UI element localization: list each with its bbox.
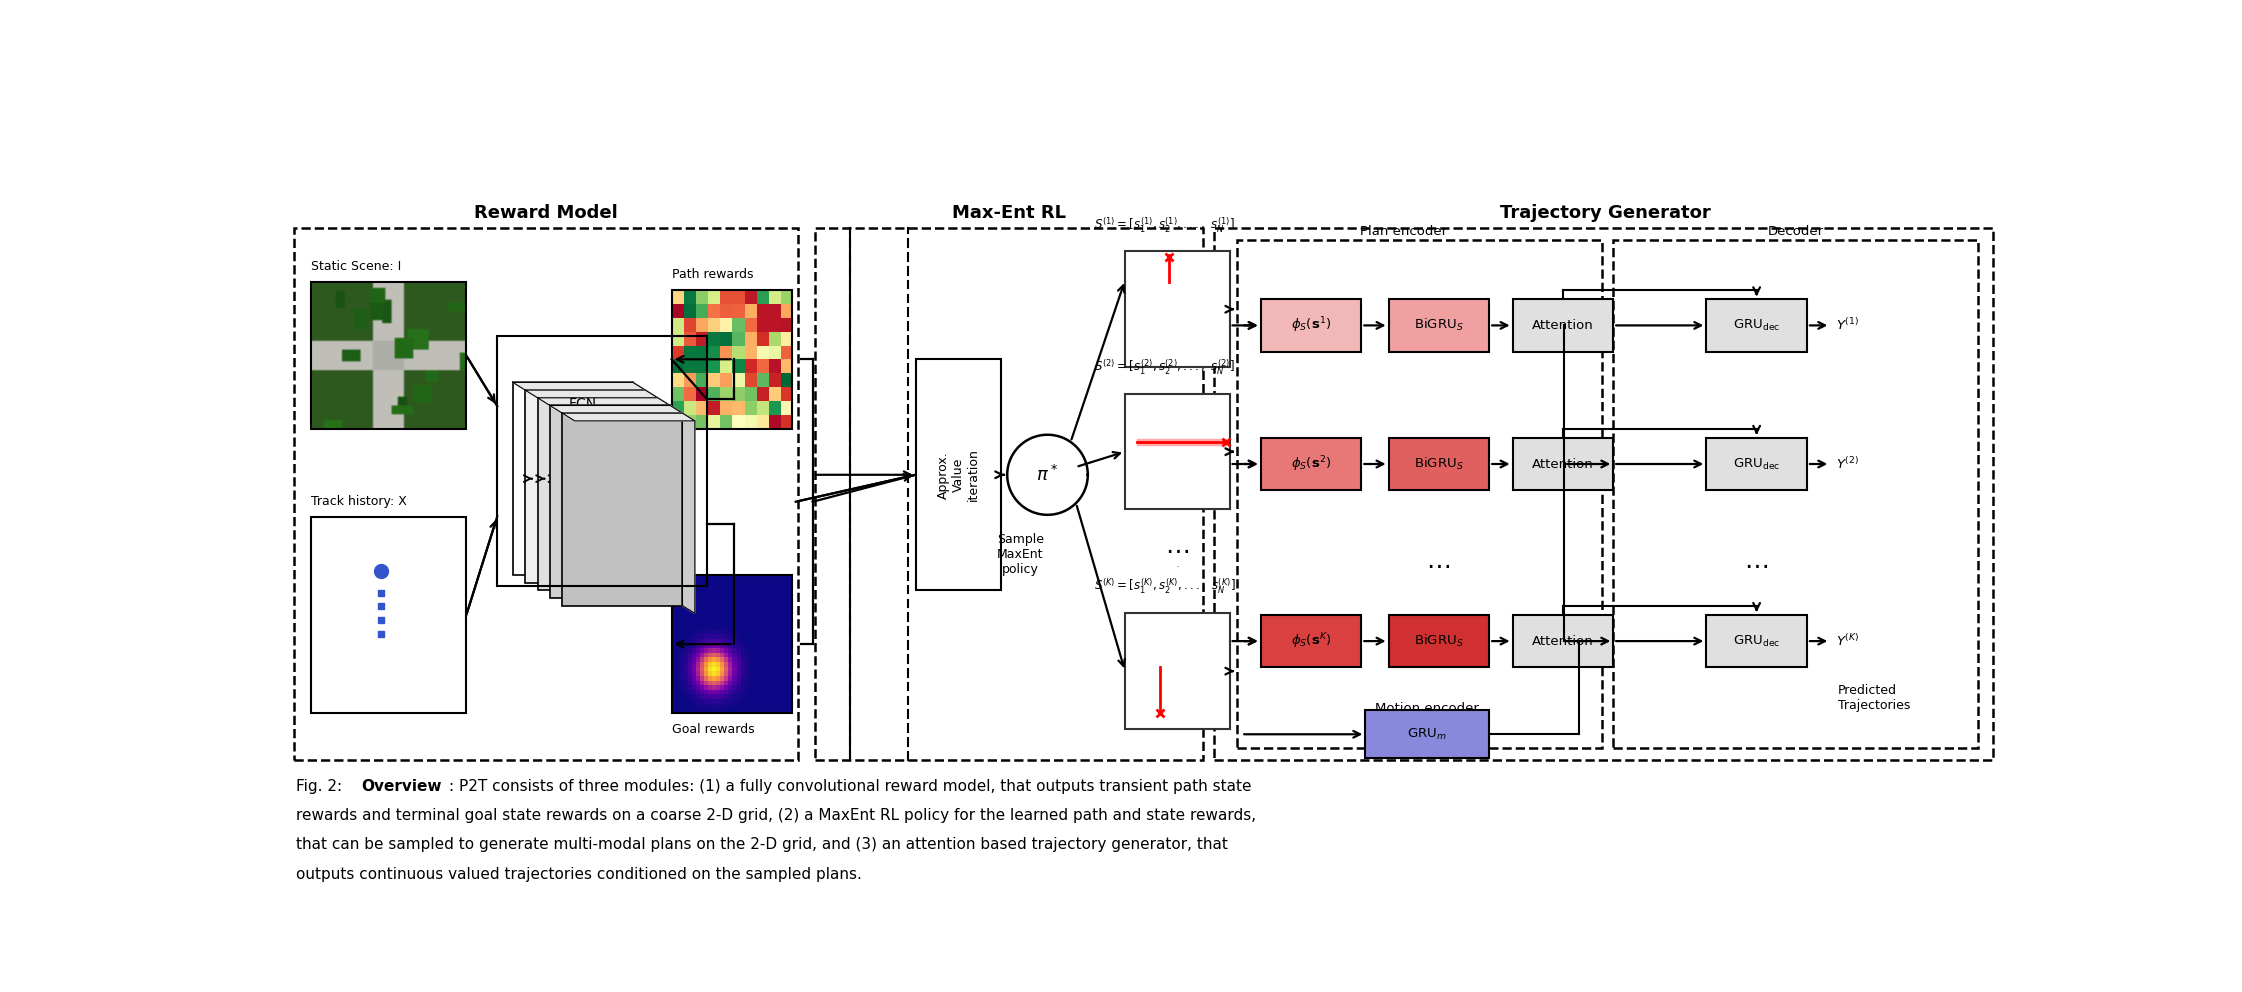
- Polygon shape: [632, 382, 646, 582]
- Bar: [1125, 252, 1229, 367]
- Text: $S^{(1)} = [s_1^{(1)}, s_2^{(1)}, ...,\ s_N^{(1)}]$: $S^{(1)} = [s_1^{(1)}, s_2^{(1)}, ...,\ …: [1094, 215, 1235, 234]
- Bar: [915, 359, 1000, 590]
- Text: ⋯: ⋯: [1744, 556, 1769, 579]
- Bar: [294, 228, 798, 760]
- Text: Attention: Attention: [1531, 457, 1594, 470]
- Polygon shape: [1007, 434, 1087, 515]
- Text: Sample
MaxEnt
policy: Sample MaxEnt policy: [998, 533, 1045, 575]
- Bar: [1513, 615, 1614, 668]
- Text: $\phi_S(\mathbf{s}^K)$: $\phi_S(\mathbf{s}^K)$: [1291, 631, 1332, 651]
- Bar: [498, 336, 706, 586]
- Text: $\phi_S(\mathbf{s}^2)$: $\phi_S(\mathbf{s}^2)$: [1291, 454, 1332, 474]
- Bar: [1215, 228, 1993, 760]
- Polygon shape: [563, 414, 695, 421]
- Bar: [673, 575, 791, 713]
- Bar: [1513, 300, 1614, 351]
- Text: GRU$_{\rm dec}$: GRU$_{\rm dec}$: [1733, 634, 1780, 649]
- Text: that can be sampled to generate multi-modal plans on the 2-D grid, and (3) an at: that can be sampled to generate multi-mo…: [296, 837, 1229, 852]
- Text: Motion encoder: Motion encoder: [1374, 702, 1480, 715]
- Text: Predicted
Trajectories: Predicted Trajectories: [1838, 684, 1910, 712]
- Bar: [1125, 613, 1229, 729]
- Text: BiGRU$_S$: BiGRU$_S$: [1415, 456, 1464, 472]
- Bar: [549, 406, 670, 598]
- Bar: [1614, 240, 1977, 748]
- Polygon shape: [670, 406, 682, 606]
- Text: rewards and terminal goal state rewards on a coarse 2-D grid, (2) a MaxEnt RL po: rewards and terminal goal state rewards …: [296, 808, 1256, 823]
- Polygon shape: [657, 398, 670, 598]
- Text: Fig. 2:: Fig. 2:: [296, 779, 341, 794]
- Text: Plan encoder: Plan encoder: [1361, 224, 1448, 238]
- Text: $\phi_S(\mathbf{s}^1)$: $\phi_S(\mathbf{s}^1)$: [1291, 315, 1332, 335]
- Polygon shape: [646, 390, 657, 590]
- Text: Path rewards: Path rewards: [673, 268, 753, 281]
- Bar: [312, 283, 466, 429]
- Bar: [525, 390, 646, 582]
- Bar: [1388, 615, 1489, 668]
- Polygon shape: [525, 390, 657, 398]
- Text: $\pi^*$: $\pi^*$: [1036, 464, 1058, 485]
- Text: Trajectory Generator: Trajectory Generator: [1500, 204, 1711, 222]
- Text: $S^{(2)} = [s_1^{(2)}, s_2^{(2)}, ...,\ s_N^{(2)}]$: $S^{(2)} = [s_1^{(2)}, s_2^{(2)}, ...,\ …: [1094, 357, 1235, 377]
- Text: outputs continuous valued trajectories conditioned on the sampled plans.: outputs continuous valued trajectories c…: [296, 867, 861, 882]
- Bar: [1388, 437, 1489, 490]
- Text: $S^{(K)} = [s_1^{(K)}, s_2^{(K)}, ...,\ s_N^{(K)}]$: $S^{(K)} = [s_1^{(K)}, s_2^{(K)}, ...,\ …: [1094, 577, 1235, 596]
- Bar: [1388, 300, 1489, 351]
- Bar: [1365, 710, 1489, 758]
- Text: ·: ·: [1177, 564, 1179, 570]
- Text: Approx.
Value
iteration: Approx. Value iteration: [937, 448, 980, 501]
- Text: Reward Model: Reward Model: [475, 204, 619, 222]
- Polygon shape: [549, 406, 682, 414]
- Text: Decoder: Decoder: [1767, 224, 1823, 238]
- Text: ⋯: ⋯: [1426, 556, 1451, 579]
- Bar: [563, 414, 682, 606]
- Text: $Y^{(K)}$: $Y^{(K)}$: [1836, 633, 1861, 649]
- Text: BiGRU$_S$: BiGRU$_S$: [1415, 317, 1464, 333]
- Polygon shape: [538, 398, 670, 406]
- Text: FCN: FCN: [569, 397, 596, 411]
- Bar: [1513, 437, 1614, 490]
- Text: ⋯: ⋯: [1166, 540, 1191, 563]
- Text: Overview: Overview: [361, 779, 442, 794]
- Polygon shape: [513, 382, 646, 390]
- Bar: [816, 228, 1202, 760]
- Bar: [1260, 300, 1361, 351]
- Text: $Y^{(1)}$: $Y^{(1)}$: [1836, 317, 1859, 333]
- Text: GRU$_{\rm dec}$: GRU$_{\rm dec}$: [1733, 456, 1780, 471]
- Bar: [513, 382, 632, 575]
- Bar: [312, 517, 466, 713]
- Text: GRU$_{\rm dec}$: GRU$_{\rm dec}$: [1733, 317, 1780, 333]
- Bar: [1706, 300, 1807, 351]
- Bar: [538, 398, 657, 590]
- Text: Track history: X: Track history: X: [312, 495, 408, 508]
- Text: Attention: Attention: [1531, 318, 1594, 332]
- Text: : P2T consists of three modules: (1) a fully convolutional reward model, that ou: : P2T consists of three modules: (1) a f…: [448, 779, 1251, 794]
- Bar: [1125, 394, 1229, 510]
- Text: BiGRU$_S$: BiGRU$_S$: [1415, 633, 1464, 649]
- Bar: [1706, 437, 1807, 490]
- Polygon shape: [682, 414, 695, 613]
- Text: $Y^{(2)}$: $Y^{(2)}$: [1836, 456, 1859, 472]
- Bar: [1706, 615, 1807, 668]
- Text: Attention: Attention: [1531, 635, 1594, 648]
- Text: Goal rewards: Goal rewards: [673, 723, 753, 736]
- Text: GRU$_m$: GRU$_m$: [1408, 727, 1446, 742]
- Bar: [673, 290, 791, 429]
- Text: Static Scene: I: Static Scene: I: [312, 260, 401, 273]
- Bar: [1238, 240, 1601, 748]
- Bar: [1260, 437, 1361, 490]
- Bar: [1260, 615, 1361, 668]
- Text: Max-Ent RL: Max-Ent RL: [953, 204, 1065, 222]
